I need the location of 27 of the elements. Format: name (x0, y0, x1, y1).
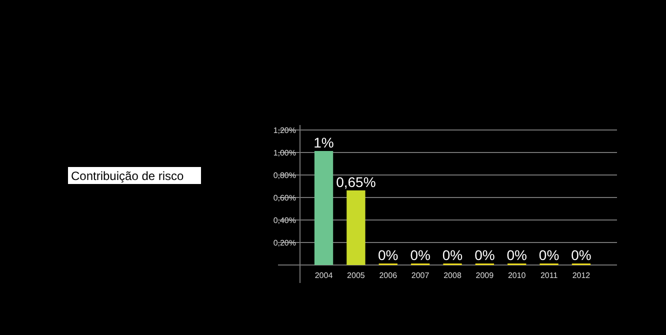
x-tick-label: 2009 (476, 271, 494, 280)
x-tick-label: 2004 (314, 271, 334, 280)
y-tick-label: 1,00% (273, 148, 296, 158)
x-tick-label: 2011 (540, 271, 558, 280)
data-label: 0% (571, 247, 592, 263)
y-tick-label: 0,80% (273, 171, 296, 180)
data-label: 0% (474, 247, 495, 263)
y-tick-label: 0,60% (273, 194, 296, 202)
x-tick-label: 2008 (444, 271, 462, 280)
x-tick-label: 2005 (347, 271, 366, 280)
data-label: 0% (410, 247, 430, 263)
data-label: 0% (442, 247, 463, 263)
x-tick-label: 2010 (508, 271, 526, 280)
data-label: 0,65% (336, 174, 376, 190)
x-tick-label: 2012 (572, 271, 591, 280)
text: Contribuição de risco (71, 169, 184, 183)
x-tick-label: 2006 (379, 271, 398, 280)
x-tick-label: 2007 (411, 271, 430, 280)
data-label: 0% (378, 247, 398, 263)
bar (346, 190, 366, 265)
bar (314, 151, 334, 265)
y-tick-label: 0,20% (273, 238, 296, 248)
y-tick-label: 0,40% (273, 216, 296, 225)
y-tick-label: 1,20% (273, 126, 296, 135)
data-label: 1% (314, 134, 334, 150)
data-label: 0% (506, 247, 527, 263)
data-label: 0% (538, 247, 560, 263)
